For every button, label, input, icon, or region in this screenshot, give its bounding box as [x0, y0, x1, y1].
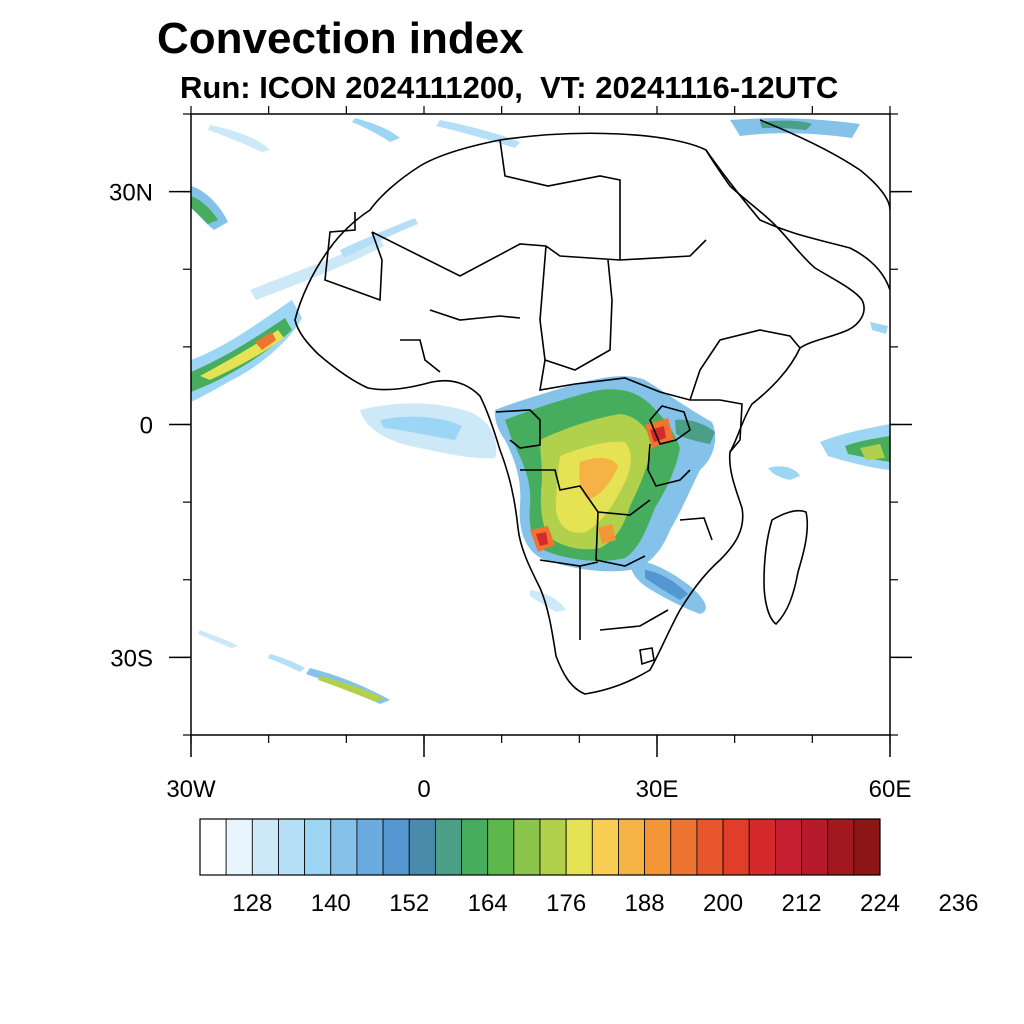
colorbar-label: 140 — [311, 890, 351, 917]
colorbar-swatch — [408, 818, 436, 876]
colorbar-swatch — [774, 818, 802, 876]
border-sahel-north — [371, 231, 621, 277]
colorbar-swatch — [513, 818, 541, 876]
border-lesotho — [639, 647, 655, 666]
field-angola-core-red — [536, 532, 548, 546]
colorbar-swatch — [853, 818, 881, 876]
field-lakes-east-green — [675, 419, 715, 444]
border-gabon — [495, 409, 541, 449]
border-malawi — [679, 517, 713, 541]
field-arabian-sea-patch — [870, 322, 888, 334]
colorbar-swatch — [330, 818, 358, 876]
field-mozambique-mid — [645, 570, 688, 600]
colorbar-swatch — [591, 818, 619, 876]
colorbar-swatch — [225, 818, 253, 876]
border-ethiopia — [689, 329, 801, 401]
field-central-africa-orange — [579, 457, 618, 500]
border-mauritania — [324, 212, 383, 302]
convection-field — [191, 118, 890, 704]
colorbar: 128 140 152 164 176 188 200 212 224 236 — [199, 818, 978, 917]
field-north-streak-1 — [208, 125, 270, 152]
field-south-streak-2 — [268, 654, 305, 672]
field-nw-light — [191, 186, 228, 230]
field-ne-green — [760, 120, 812, 130]
colorbar-swatch — [382, 818, 410, 876]
coastlines-and-borders — [294, 119, 890, 695]
border-niger — [429, 309, 521, 321]
field-nw-green — [191, 196, 218, 224]
field-sahara-streak-2 — [340, 218, 418, 258]
border-kenya — [719, 399, 743, 453]
colorbar-swatch — [827, 818, 855, 876]
field-indian-ocean-patch — [768, 466, 800, 480]
colorbar-label: 236 — [938, 890, 978, 917]
colorbar-swatch — [748, 818, 776, 876]
arabia-coastline — [705, 149, 890, 291]
border-botswana — [599, 609, 669, 631]
colorbar-frame — [199, 818, 881, 876]
border-egypt-sudan — [619, 239, 707, 261]
colorbar-swatch — [565, 818, 593, 876]
colorbar-swatch — [696, 818, 724, 876]
colorbar-label: 152 — [389, 890, 429, 917]
colorbar-label: 176 — [546, 890, 586, 917]
colorbar-swatch — [278, 818, 306, 876]
africa-coastline — [294, 132, 865, 695]
map-axes: 30W 0 30E 60E 30N 0 30S — [109, 106, 912, 803]
colorbar-swatch — [539, 818, 567, 876]
field-indian-ocean-lime — [860, 444, 885, 460]
madagascar-coastline — [763, 509, 809, 626]
lat-tick-label: 30S — [110, 645, 153, 672]
colorbar-label: 200 — [703, 890, 743, 917]
lon-tick-label: 60E — [869, 776, 912, 803]
lon-tick-label: 30W — [166, 776, 216, 803]
colorbar-swatch — [356, 818, 384, 876]
field-north-streak-2 — [352, 118, 400, 142]
colorbar-label: 224 — [860, 890, 900, 917]
border-zambia — [595, 511, 646, 567]
colorbar-swatch — [251, 818, 279, 876]
colorbar-swatch — [461, 818, 489, 876]
field-south-streak-lime — [318, 676, 384, 702]
colorbar-swatch — [801, 818, 829, 876]
field-namibia-streak — [530, 590, 566, 612]
border-west-africa — [400, 339, 441, 373]
field-gulf-mid — [380, 416, 462, 440]
chart-subtitle: Run: ICON 2024111200, VT: 20241116-12UTC — [180, 70, 839, 105]
colorbar-swatch — [644, 818, 672, 876]
colorbar-swatch — [670, 818, 698, 876]
colorbar-label: 188 — [625, 890, 665, 917]
border-great-lakes — [649, 405, 691, 445]
border-chad — [539, 245, 613, 371]
chart-title: Convection index — [157, 14, 524, 63]
middle-east-coastline — [759, 119, 890, 211]
field-zambia-core — [598, 524, 616, 544]
colorbar-swatch — [618, 818, 646, 876]
colorbar-swatch — [434, 818, 462, 876]
lon-tick-label: 30E — [636, 776, 679, 803]
lon-tick-label: 0 — [417, 776, 430, 803]
field-atlantic-band-core — [255, 332, 276, 350]
colorbar-label: 212 — [782, 890, 822, 917]
colorbar-swatch — [304, 818, 332, 876]
colorbar-swatch — [199, 818, 227, 876]
colorbar-swatch — [487, 818, 515, 876]
border-drc-angola — [520, 469, 651, 516]
field-south-streak-3 — [198, 630, 238, 648]
lat-tick-label: 0 — [140, 413, 153, 440]
border-tanzania — [647, 443, 691, 487]
colorbar-swatch — [722, 818, 750, 876]
border-libya — [499, 139, 621, 260]
colorbar-label: 128 — [232, 890, 272, 917]
lat-tick-label: 30N — [109, 180, 153, 207]
colorbar-label: 164 — [468, 890, 508, 917]
